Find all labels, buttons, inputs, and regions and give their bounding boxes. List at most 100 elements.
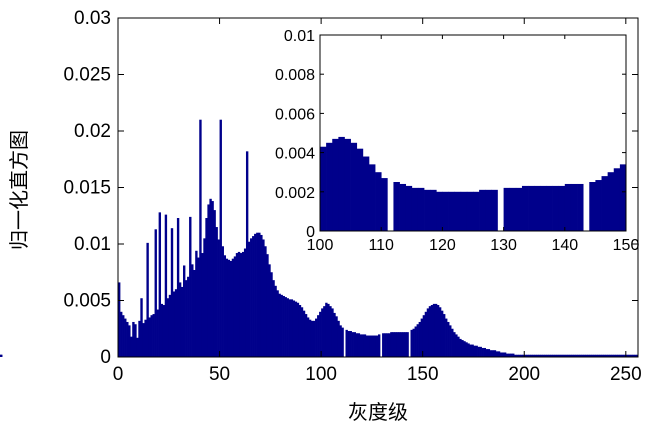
main-bar <box>497 351 501 357</box>
main-bar <box>225 258 229 357</box>
main-x-tick-label: 250 <box>610 364 642 385</box>
main-bar <box>325 302 328 357</box>
main-bar <box>124 318 127 357</box>
main-bar <box>487 349 491 357</box>
main-bar <box>0 354 3 357</box>
main-bar <box>550 354 554 357</box>
main-bar <box>556 354 560 357</box>
inset-bar <box>393 182 400 231</box>
inset-bar <box>607 172 615 231</box>
main-bar <box>351 332 354 357</box>
main-bar <box>570 354 574 357</box>
main-bar <box>140 298 143 357</box>
main-bar <box>122 315 125 357</box>
main-bar <box>412 328 415 357</box>
main-bar <box>396 332 399 357</box>
main-bar <box>455 334 458 357</box>
main-x-tick-label: 200 <box>508 364 540 385</box>
main-bar <box>532 354 535 357</box>
main-bar <box>205 218 208 357</box>
main-bar <box>467 343 470 357</box>
main-bar <box>365 335 369 357</box>
main-bar <box>353 332 357 357</box>
main-bar <box>361 334 365 357</box>
main-bar <box>619 354 623 357</box>
main-bar <box>197 257 200 357</box>
main-bar <box>290 299 294 357</box>
main-bars <box>0 119 639 357</box>
inset-bar <box>491 189 498 231</box>
main-bar <box>162 305 166 357</box>
main-bar <box>453 332 456 357</box>
main-bar <box>603 354 606 357</box>
main-bar <box>264 246 267 357</box>
main-bar <box>546 354 549 357</box>
main-bar <box>201 253 204 357</box>
main-bar <box>434 303 438 357</box>
main-bar <box>542 354 545 357</box>
main-bar <box>233 256 237 357</box>
main-bar <box>327 303 330 357</box>
main-bar <box>390 332 393 357</box>
main-bar <box>611 354 614 357</box>
main-bar <box>168 294 172 357</box>
main-bar <box>144 319 147 357</box>
main-bar <box>422 315 426 357</box>
main-bar <box>459 338 462 357</box>
main-bar <box>410 329 413 357</box>
main-bar <box>465 342 468 357</box>
inset-y-tick-label: 0.004 <box>275 146 315 163</box>
main-bar <box>400 332 403 357</box>
main-x-tick-label: 50 <box>209 364 230 385</box>
main-bar <box>349 331 352 357</box>
main-bar <box>199 119 202 357</box>
main-bar <box>363 334 367 357</box>
main-bar <box>252 236 255 357</box>
main-bar <box>436 305 440 357</box>
main-bar <box>180 286 184 357</box>
main-bar <box>430 305 434 357</box>
inset-bar <box>411 187 419 231</box>
main-bar <box>319 311 322 357</box>
inset-x-tick-label: 130 <box>490 237 517 254</box>
main-y-tick-label: 0.03 <box>74 8 111 29</box>
main-bar <box>266 254 269 357</box>
main-bar <box>432 303 436 357</box>
main-bar <box>544 354 547 357</box>
main-bar <box>219 119 222 357</box>
main-bar <box>369 335 373 357</box>
x-axis-label: 灰度级 <box>348 400 408 424</box>
main-bar <box>310 320 314 357</box>
main-x-tick-label: 0 <box>113 364 124 385</box>
inset-bar <box>405 185 413 231</box>
main-bar <box>174 289 178 357</box>
main-bar <box>589 354 592 357</box>
main-bar <box>443 314 446 357</box>
inset-bar <box>503 187 511 231</box>
main-bar <box>203 238 206 357</box>
main-bar <box>524 354 527 357</box>
main-bar <box>599 354 602 357</box>
main-bar <box>560 354 564 357</box>
main-bar <box>493 350 497 357</box>
main-bar <box>142 323 145 357</box>
main-bar <box>308 319 312 357</box>
inset-bar <box>528 185 535 231</box>
main-bar <box>625 354 629 357</box>
inset-bar <box>344 138 351 231</box>
main-bar <box>329 306 332 357</box>
inset-bar <box>320 146 327 231</box>
main-bar <box>457 336 460 357</box>
main-bar <box>518 354 521 357</box>
main-bar <box>418 321 422 357</box>
main-bar <box>447 321 450 357</box>
main-bar <box>227 259 231 357</box>
main-bar <box>420 318 424 357</box>
inset-x-tick-label: 150 <box>613 237 640 254</box>
main-bar <box>170 228 174 357</box>
main-bar <box>345 329 348 357</box>
main-bar <box>229 260 233 357</box>
main-bar <box>304 314 308 357</box>
main-bar <box>593 354 596 357</box>
